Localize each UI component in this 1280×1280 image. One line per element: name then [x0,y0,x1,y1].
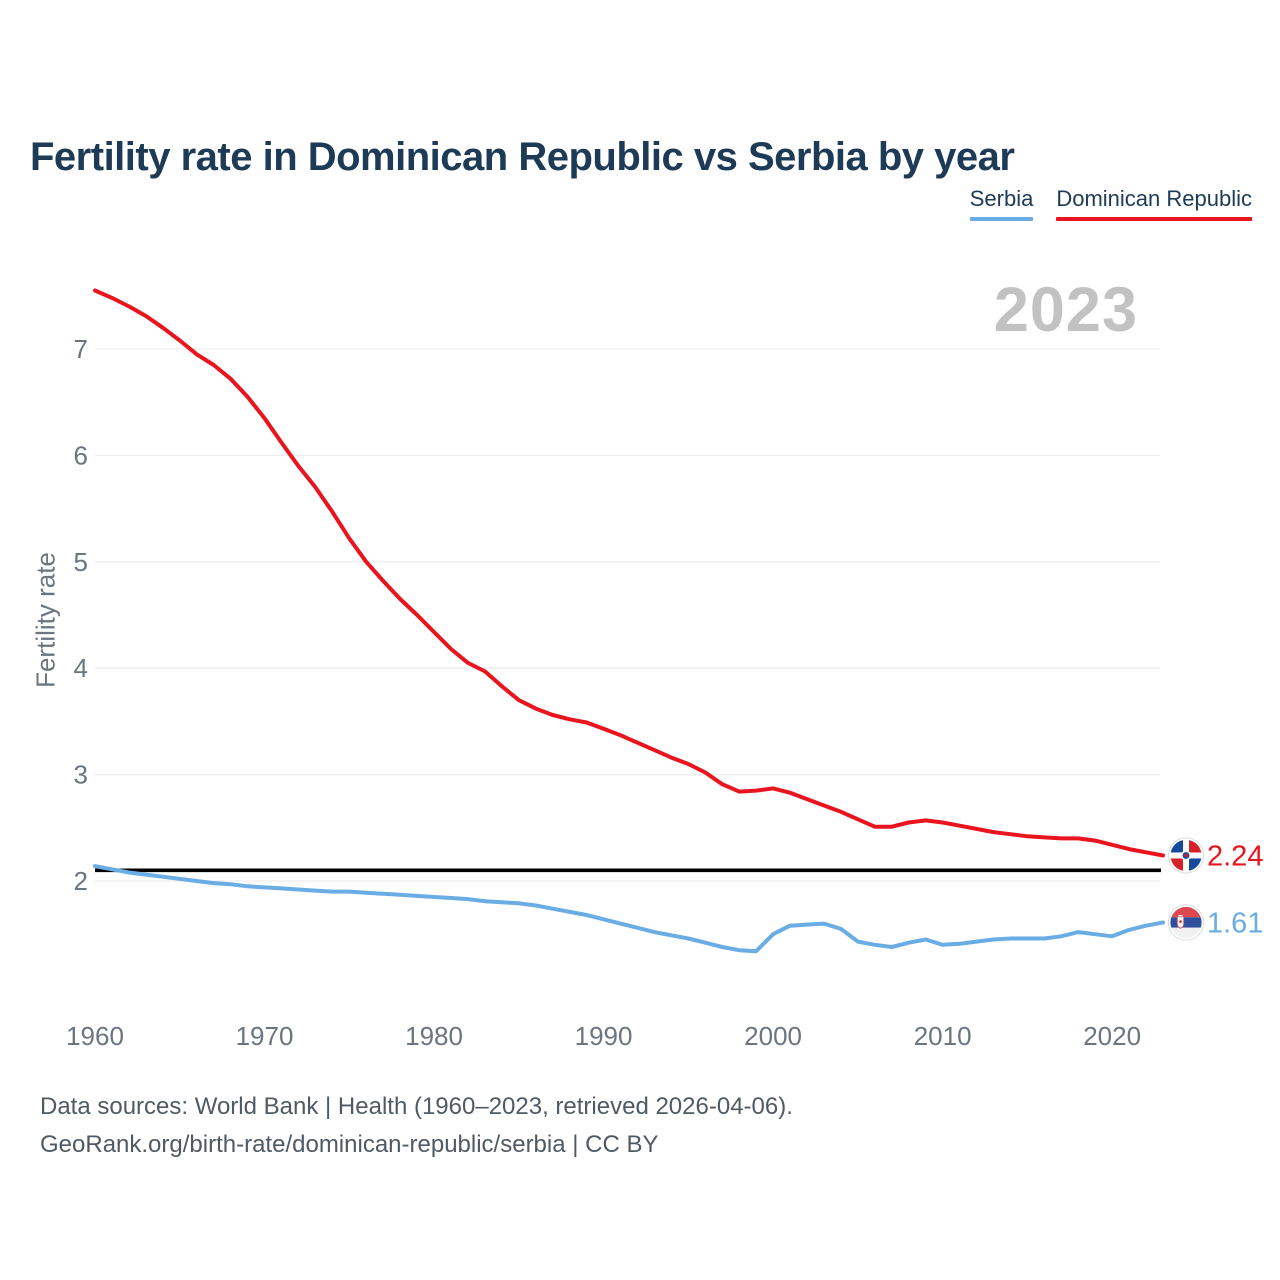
legend-item-serbia[interactable]: Dominican Republic [1056,186,1252,221]
page-title: Fertility rate in Dominican Republic vs … [30,134,1015,179]
x-tick-label: 1970 [236,1021,294,1051]
y-tick-label: 4 [74,653,88,683]
y-tick-label: 6 [74,440,88,470]
serbia-line [93,864,1165,954]
y-tick-label: 5 [74,547,88,577]
x-tick-label: 2020 [1083,1021,1141,1051]
x-tick-label: 1980 [405,1021,463,1051]
dominican-republic-line [93,288,1165,858]
legend: Serbia Dominican Republic [969,186,1252,221]
y-tick-label: 3 [74,760,88,790]
dominican-republic-flag-icon [1167,837,1205,874]
legend-label: Serbia [969,186,1034,211]
x-tick-label: 2010 [914,1021,972,1051]
legend-item-dominican-republic[interactable]: Serbia [969,186,1034,221]
serbia-flag-icon [1167,904,1205,941]
x-tick-label: 1960 [66,1021,124,1051]
data-sources-line: Data sources: World Bank | Health (1960–… [40,1093,793,1120]
y-tick-label: 7 [74,334,88,364]
year-watermark: 2023 [993,275,1138,345]
attribution-line: GeoRank.org/birth-rate/dominican-republi… [40,1131,659,1158]
end-value-label: 2.24 [1207,840,1263,872]
legend-color-bar [1056,217,1252,221]
x-tick-label: 2000 [744,1021,802,1051]
end-value-label: 1.61 [1207,907,1263,939]
legend-color-bar [969,217,1034,221]
x-tick-label: 1990 [575,1021,633,1051]
chart-footer: Data sources: World Bank | Health (1960–… [40,1088,793,1164]
legend-label: Dominican Republic [1056,186,1252,211]
y-tick-label: 2 [74,866,88,896]
